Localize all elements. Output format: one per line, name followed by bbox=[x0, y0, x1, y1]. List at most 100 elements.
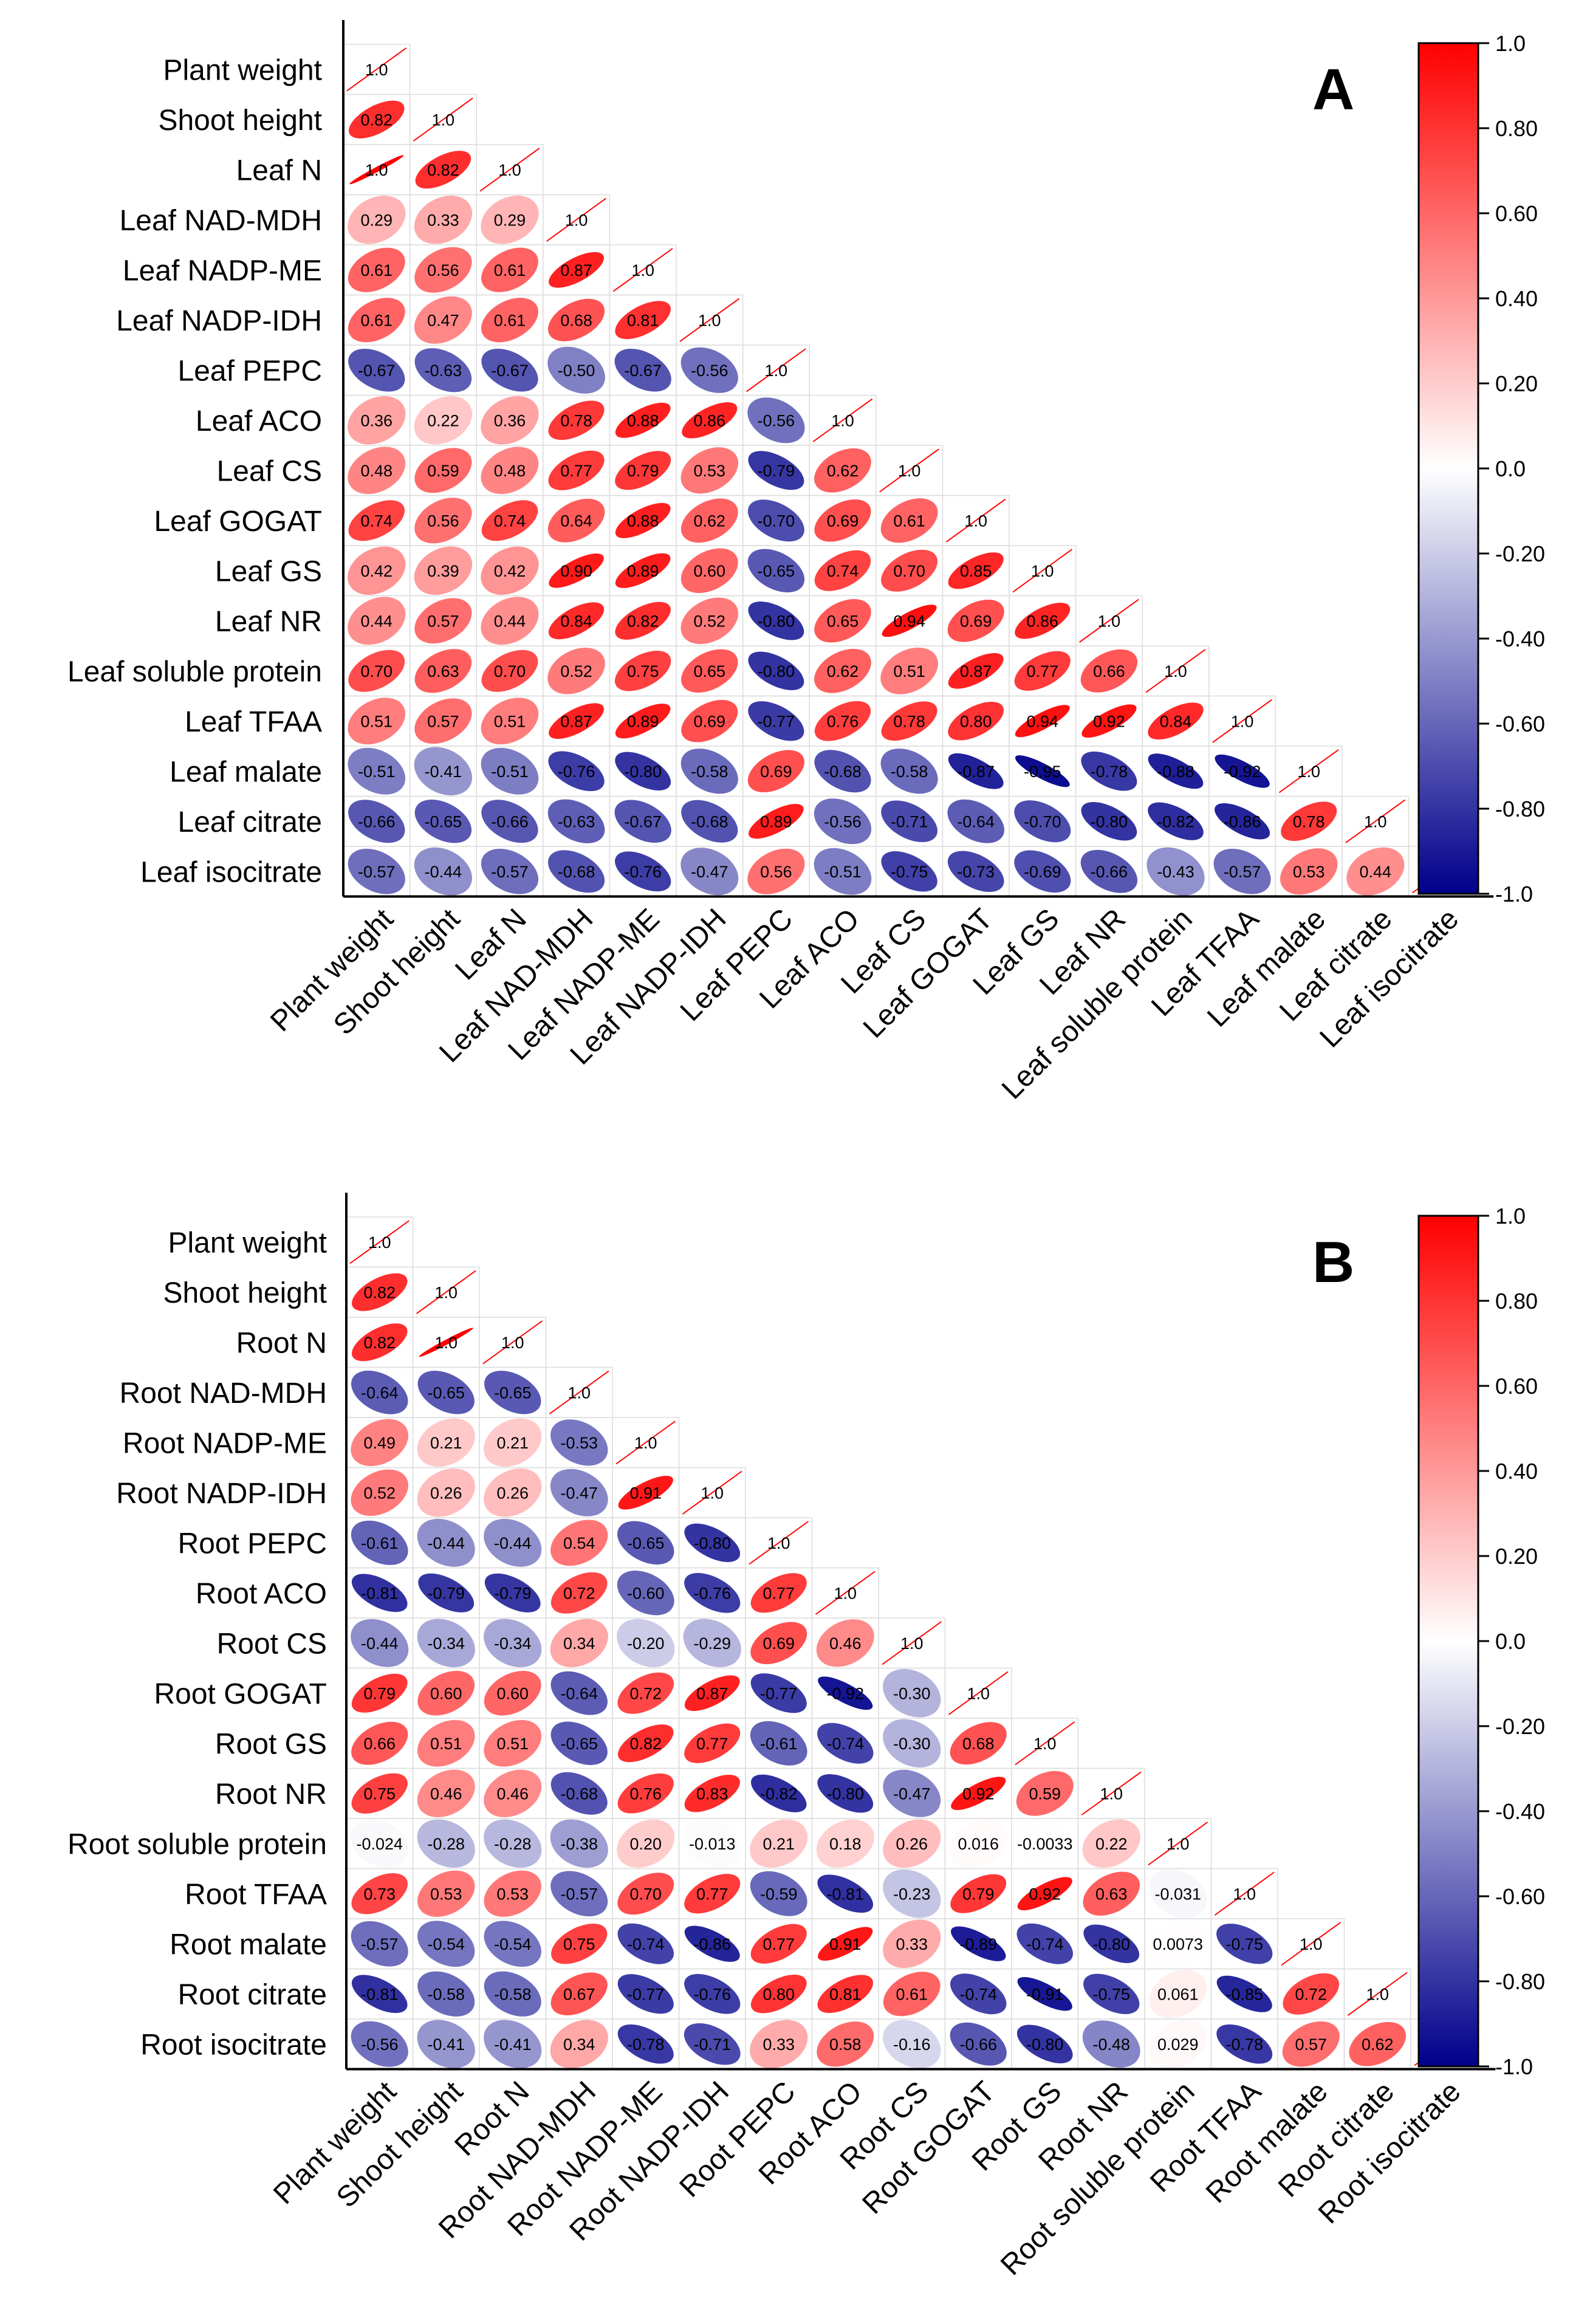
panel-b-cell-value: 1.0 bbox=[967, 1684, 990, 1702]
panel-b-cell-value: -0.89 bbox=[959, 1935, 997, 1953]
panel-b-corr-ellipse bbox=[750, 1573, 807, 1613]
panel-b-corr-ellipse bbox=[351, 1673, 408, 1713]
panel-b-corr-ellipse bbox=[417, 1670, 475, 1716]
panel-b-corr-ellipse bbox=[419, 1328, 473, 1357]
panel-a-corr-ellipse bbox=[481, 500, 538, 541]
panel-a-corr-ellipse bbox=[1080, 849, 1138, 893]
panel-a-corr-ellipse bbox=[414, 649, 472, 693]
panel-b-diagonal-mark bbox=[815, 1571, 876, 1615]
panel-a-cell-value: 0.79 bbox=[627, 462, 659, 480]
panel-a-row-label-leaf-aco: Leaf ACO bbox=[196, 405, 322, 437]
panel-a-corr-ellipse bbox=[615, 851, 671, 892]
panel-b-cell-value: 0.81 bbox=[829, 1985, 862, 2003]
panel-a-cell-value: 0.29 bbox=[494, 211, 526, 229]
panel-a-cell-value: 0.44 bbox=[1360, 863, 1392, 881]
panel-a-corr-ellipse bbox=[547, 346, 605, 394]
panel-a-corr-ellipse bbox=[1148, 802, 1204, 840]
panel-b-corr-ellipse bbox=[484, 1870, 541, 1917]
panel-b-corr-ellipse bbox=[684, 2023, 741, 2065]
panel-b-cell-value: 0.18 bbox=[829, 1835, 862, 1853]
panel-a-corr-ellipse bbox=[481, 650, 538, 692]
panel-b-corr-ellipse bbox=[550, 1520, 608, 1566]
panel-b-cell-value: -0.57 bbox=[560, 1885, 598, 1903]
panel-a-cell-value: 0.70 bbox=[494, 662, 526, 680]
panel-b-corr-ellipse bbox=[550, 1819, 608, 1868]
panel-b-row-label-plant-weight: Plant weight bbox=[168, 1227, 327, 1259]
panel-a-cell-value: 0.90 bbox=[560, 562, 592, 580]
panel-b-cell-value: 0.91 bbox=[829, 1935, 862, 1953]
panel-a-cell-value: -0.56 bbox=[824, 812, 862, 831]
panel-b-diagonal-mark bbox=[615, 1421, 676, 1465]
panel-b-corr-ellipse bbox=[1149, 2020, 1207, 2069]
panel-a-corr-ellipse bbox=[481, 247, 538, 292]
panel-b-corr-ellipse bbox=[883, 1919, 941, 1969]
panel-a-corr-ellipse bbox=[1015, 603, 1071, 639]
panel-b-cell-value: -0.28 bbox=[494, 1835, 532, 1853]
panel-b-corr-ellipse bbox=[883, 2020, 941, 2069]
panel-a-corr-ellipse bbox=[747, 397, 805, 444]
panel-a-cell-value: -0.79 bbox=[758, 462, 795, 480]
panel-b-row-label-root-pepc: Root PEPC bbox=[178, 1527, 327, 1560]
panel-a-cell-value: 0.70 bbox=[361, 662, 393, 680]
panel-b-corr-ellipse bbox=[417, 1921, 475, 1967]
panel-b-cell-value: 0.51 bbox=[430, 1735, 462, 1753]
panel-a-corr-ellipse bbox=[948, 753, 1004, 789]
panel-b-corr-ellipse bbox=[1083, 1924, 1140, 1963]
panel-b-corr-ellipse bbox=[351, 1975, 408, 2014]
panel-b-colorbar-tick-label: 0.0 bbox=[1495, 1629, 1526, 1654]
panel-a-cell-value: 0.89 bbox=[627, 712, 659, 730]
panel-b-corr-ellipse bbox=[883, 1668, 941, 1718]
panel-a-corr-ellipse bbox=[414, 847, 472, 896]
panel-b-cell-value: 1.0 bbox=[501, 1334, 524, 1352]
panel-a-cell-value: 0.92 bbox=[1093, 712, 1125, 730]
panel-b-cell-value: -0.54 bbox=[494, 1935, 532, 1953]
panel-a-corr-ellipse bbox=[348, 396, 406, 445]
panel-a-cell-value: 1.0 bbox=[498, 161, 521, 179]
panel-b-corr-ellipse bbox=[484, 1573, 541, 1613]
panel-a-corr-ellipse bbox=[348, 195, 406, 244]
panel-a-diagonal-mark bbox=[679, 298, 740, 342]
panel-a-cell-value: 1.0 bbox=[698, 311, 721, 329]
panel-a-corr-ellipse bbox=[414, 195, 473, 244]
panel-a-corr-ellipse bbox=[1015, 755, 1070, 787]
panel-a-cell-value: -0.56 bbox=[758, 411, 795, 430]
panel-b-corr-ellipse bbox=[1082, 2020, 1140, 2068]
panel-b-cell-value: -0.47 bbox=[893, 1784, 931, 1803]
panel-b-cell-value: 0.46 bbox=[829, 1634, 862, 1653]
panel-b-corr-ellipse bbox=[351, 1419, 409, 1466]
panel-b-corr-ellipse bbox=[417, 1418, 475, 1467]
panel-a-corr-ellipse bbox=[681, 649, 738, 693]
panel-a-corr-ellipse bbox=[880, 647, 938, 694]
panel-b-cell-value: 0.70 bbox=[629, 1885, 662, 1903]
panel-b-corr-ellipse bbox=[484, 1819, 542, 1868]
panel-a-cell-value: -0.66 bbox=[358, 812, 396, 831]
panel-b-cell-value: 0.92 bbox=[962, 1784, 995, 1803]
panel-a-colorbar-tick-label: 0.20 bbox=[1495, 371, 1538, 396]
panel-b-corr-ellipse bbox=[351, 1619, 409, 1667]
panel-a-cell-value: -0.68 bbox=[824, 763, 862, 781]
panel-b-cell-value: -0.41 bbox=[494, 2035, 532, 2054]
panel-b-corr-ellipse bbox=[484, 1619, 542, 1668]
panel-a-cell-value: 1.0 bbox=[1031, 562, 1054, 580]
panel-b-corr-ellipse bbox=[1216, 2024, 1273, 2064]
panel-a-corr-ellipse bbox=[882, 605, 937, 637]
panel-b-corr-ellipse bbox=[484, 1921, 541, 1967]
panel-a-corr-ellipse bbox=[548, 450, 605, 490]
panel-a-row-label-leaf-cs: Leaf CS bbox=[217, 455, 322, 487]
panel-b-corr-ellipse bbox=[550, 1419, 608, 1466]
panel-b-corr-ellipse bbox=[1016, 1923, 1073, 1964]
panel-b-corr-ellipse bbox=[617, 1672, 674, 1714]
panel-a-corr-ellipse bbox=[881, 549, 938, 592]
panel-b-row-label-root-nad-mdh: Root NAD-MDH bbox=[120, 1377, 327, 1410]
panel-a-cell-value: -0.66 bbox=[491, 812, 529, 831]
panel-a-corr-ellipse bbox=[615, 402, 671, 438]
panel-a-corr-ellipse bbox=[1146, 847, 1205, 896]
panel-a-cell-value: 0.86 bbox=[694, 411, 726, 430]
panel-a-cell-value: -0.70 bbox=[1024, 812, 1061, 831]
panel-a-corr-ellipse bbox=[481, 800, 538, 843]
panel-b-cell-value: -0.78 bbox=[627, 2035, 665, 2054]
panel-a-corr-ellipse bbox=[1014, 850, 1071, 893]
panel-a-cell-value: -0.76 bbox=[624, 863, 662, 881]
panel-a-cell-value: 1.0 bbox=[365, 161, 388, 179]
panel-a-cell-value: 0.69 bbox=[827, 512, 859, 530]
